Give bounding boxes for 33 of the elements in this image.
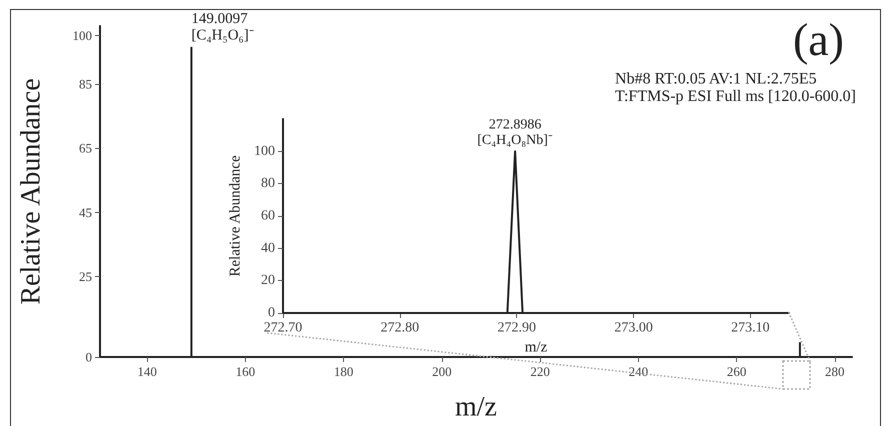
annotation: 272.8986 [C₄H₄O₈Nb]⁻: [477, 118, 553, 148]
y-tick-label: 65: [79, 140, 92, 156]
y-tick-label: 100: [254, 144, 275, 159]
y-tick-label: 25: [79, 269, 92, 284]
x-axis-title: m/z: [455, 392, 497, 422]
x-tick-label: 140: [137, 364, 157, 379]
annotation: Nb#8 RT:0.05 AV:1 NL:2.75E5 T:FTMS-p ESI Full ms [120.0-600.0]: [615, 70, 856, 105]
x-tick-label: 200: [432, 364, 452, 379]
x-tick-label: 272.70: [264, 320, 302, 336]
y-tick-label: 0: [268, 306, 275, 320]
y-axis-title: Relative Abundance: [16, 78, 46, 305]
y-tick-label: 0: [86, 350, 92, 364]
y-axis-title: Relative Abundance: [228, 155, 244, 277]
y-tick-label: 60: [261, 208, 275, 224]
x-tick-label: 272.90: [497, 320, 536, 336]
y-tick-label: 100: [72, 28, 92, 44]
y-tick-label: 20: [261, 273, 275, 288]
x-axis-title: m/z: [524, 339, 548, 356]
x-tick-label: 220: [530, 364, 550, 379]
y-tick-label: 40: [261, 240, 275, 256]
x-tick-label: 180: [334, 364, 354, 379]
x-tick-label: 273.10: [731, 320, 770, 336]
annotation: (a): [792, 14, 844, 65]
y-tick-label: 85: [79, 76, 92, 92]
x-tick-label: 240: [628, 364, 648, 379]
x-tick-label: 280: [825, 364, 845, 379]
x-tick-label: 260: [726, 364, 746, 379]
x-tick-label: 160: [236, 364, 256, 379]
annotation: 149.0097 [C₄H₅O₆]⁻: [191, 11, 254, 44]
x-tick-label: 273.00: [614, 320, 653, 336]
y-tick-label: 45: [79, 204, 92, 220]
x-tick-label: 272.80: [380, 320, 420, 336]
y-tick-label: 80: [261, 176, 275, 192]
